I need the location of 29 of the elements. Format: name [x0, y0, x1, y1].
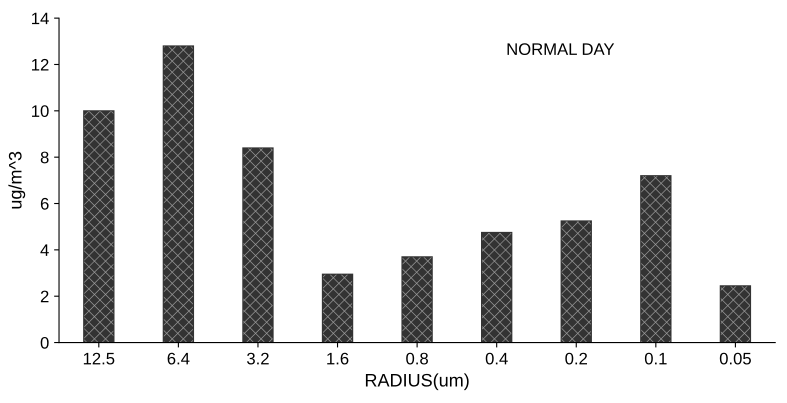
x-tick-label: 0.1	[644, 352, 667, 365]
bar	[720, 285, 752, 343]
y-axis-title: ug/m^3	[8, 152, 26, 208]
x-tick-label: 6.4	[168, 352, 190, 365]
x-tick-label: 0.8	[406, 352, 428, 365]
y-tick-label: 14	[32, 12, 49, 24]
bar	[640, 175, 672, 343]
x-tick-label: 0.05	[720, 352, 751, 365]
x-tick-label: 12.5	[84, 352, 114, 365]
y-tick-label: 4	[40, 244, 49, 256]
bar	[242, 147, 274, 343]
bar	[162, 45, 194, 343]
y-tick-label: 8	[40, 152, 49, 164]
bar	[83, 110, 114, 343]
bar	[481, 232, 512, 343]
x-tick-label: 1.6	[327, 352, 348, 365]
y-tick-label: 2	[40, 290, 48, 302]
x-axis-title: RADIUS(um)	[366, 373, 469, 390]
y-tick-label: 6	[40, 198, 49, 210]
annotation: NORMAL DAY	[508, 43, 614, 56]
x-tick-label: 0.2	[565, 352, 588, 365]
y-tick-label: 0	[40, 336, 49, 349]
y-tick-label: 12	[32, 58, 48, 71]
x-tick-label: 3.2	[247, 352, 269, 365]
x-tick-label: 0.4	[486, 352, 508, 365]
bar	[322, 274, 354, 343]
bar	[560, 220, 592, 343]
bar	[401, 256, 433, 343]
y-tick-label: 10	[32, 105, 49, 118]
